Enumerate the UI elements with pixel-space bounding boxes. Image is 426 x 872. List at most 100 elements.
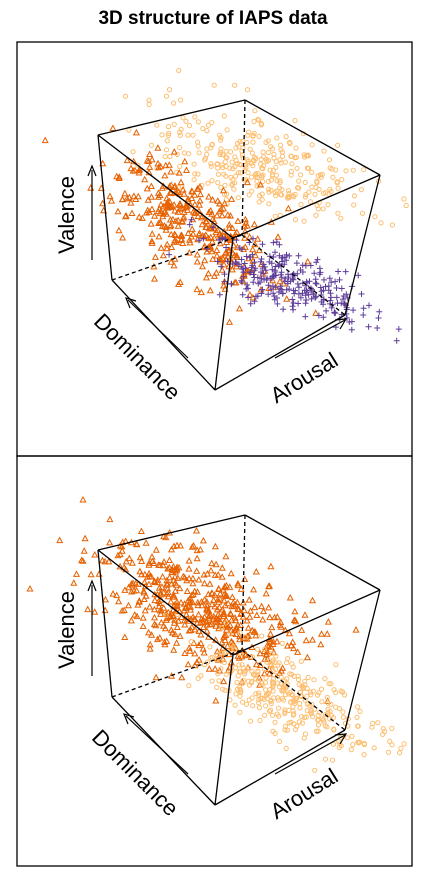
panel-1-point-dark — [220, 227, 228, 235]
panel-2-point-dark — [236, 635, 244, 643]
panel-1-point-dark — [226, 212, 235, 219]
panel-2-point-dark — [109, 590, 117, 597]
panel-1-point-dark — [144, 196, 152, 203]
panel-2-point-light — [325, 710, 331, 716]
panel-1-point-dark — [157, 244, 165, 251]
panel-1-point-purple — [308, 295, 315, 302]
panel-2-point-dark — [195, 656, 203, 663]
panel-2-point-light — [237, 686, 243, 693]
panel-2-point-dark — [193, 554, 201, 562]
panel-2-point-light — [344, 735, 350, 741]
panel-2-point-dark — [215, 585, 223, 592]
panel-2-point-dark — [220, 677, 228, 685]
panel-1-point-light — [322, 190, 329, 196]
panel-2-point-dark — [226, 609, 234, 617]
panel-2-point-light — [216, 678, 222, 684]
panel-1-point-dark — [106, 192, 114, 200]
panel-1-point-dark — [202, 223, 210, 230]
panel-1-point-light — [177, 163, 183, 169]
panel-1-point-light — [292, 191, 298, 198]
panel-2-point-light — [295, 676, 302, 683]
panel-2-point-light — [396, 750, 403, 756]
panel-2-point-dark — [227, 569, 235, 577]
panel-2-point-dark — [174, 574, 182, 581]
panel-2-point-light — [354, 714, 360, 721]
panel-2-point-dark — [233, 598, 241, 606]
panel-1-point-light — [314, 179, 320, 186]
panel-2-point-light — [262, 680, 269, 686]
panel-2-point-dark — [106, 515, 114, 523]
panel-1-point-purple — [276, 241, 283, 248]
panel-2-point-dark — [211, 665, 219, 672]
panel-1-point-light — [292, 118, 298, 124]
panel-2-point-light — [237, 709, 243, 715]
panel-2-point-light — [299, 714, 305, 720]
panel-2-point-dark — [197, 615, 206, 622]
panel-1-point-light — [122, 93, 129, 99]
panel-2-point-light — [275, 705, 282, 711]
panel-1-point-light — [185, 132, 191, 138]
panel-1-point-dark — [274, 233, 282, 240]
panel-2-point-dark — [142, 539, 150, 546]
panel-1-point-dark — [155, 163, 163, 171]
panel-1-point-dark — [209, 255, 217, 262]
panel-2-point-light — [301, 715, 308, 721]
panel-1-point-dark — [189, 208, 197, 215]
panel-2-point-light — [305, 674, 311, 681]
panel-2-point-dark — [101, 595, 110, 603]
panel-1-point-light — [236, 144, 242, 150]
panel-2-point-dark — [289, 638, 297, 645]
panel-1-point-dark — [170, 261, 178, 269]
panel-1-point-dark — [195, 201, 203, 208]
panel-2-point-light — [301, 735, 307, 741]
panel-2-point-dark — [214, 615, 222, 622]
panel-2-point-light — [242, 671, 248, 677]
panel-1-point-dark — [182, 166, 191, 173]
panel-1-point-light — [317, 172, 323, 178]
panel-2-point-dark — [141, 578, 149, 585]
panel-1-point-purple — [275, 289, 282, 295]
panel-1-point-purple — [312, 294, 319, 301]
panel-2-point-dark — [265, 669, 273, 677]
panel-1-point-light — [266, 189, 272, 195]
panel-1-point-dark — [233, 251, 241, 259]
panel-2-point-dark — [145, 628, 153, 636]
panel-1-point-dark — [159, 202, 167, 210]
panel-1-point-purple — [216, 291, 223, 298]
panel-1-point-dark — [214, 197, 222, 204]
panel-2-point-dark — [290, 644, 298, 652]
panel-1-point-purple — [269, 266, 276, 273]
panel-1-point-purple — [302, 300, 309, 307]
panel-1-point-light — [302, 194, 308, 200]
panel-1-point-dark — [184, 195, 192, 202]
panel-2-point-dark — [267, 643, 275, 650]
panel-1-point-purple — [233, 260, 240, 267]
panel-1-point-purple — [251, 274, 258, 281]
panel-2-point-dark — [212, 560, 220, 568]
panel-2-point-dark — [266, 630, 275, 637]
panel-1-point-dark — [178, 231, 186, 238]
panel-2-point-dark — [87, 570, 95, 578]
panel-1-point-purple — [395, 326, 402, 333]
panel-2-point-dark — [252, 631, 260, 639]
panel-1-point-light — [171, 121, 177, 128]
panel-1-point-dark — [115, 226, 123, 234]
panel-2-point-dark — [56, 536, 64, 544]
panel-1-point-dark — [225, 224, 233, 231]
panel-2-point-dark — [237, 609, 245, 616]
panel-2-point-light — [401, 741, 407, 747]
panel-1-point-purple — [309, 286, 315, 293]
panel-1-point-purple — [343, 291, 350, 298]
panel-2-point-dark — [167, 626, 175, 633]
panel-1-point-dark — [146, 150, 154, 157]
panel-1-point-dark — [284, 204, 292, 212]
panel-2-point-light — [186, 683, 192, 689]
panel-1-point-light — [177, 144, 183, 151]
panel-2-point-dark — [252, 567, 260, 575]
panel-1-point-dark — [148, 205, 156, 212]
panel-2-point-light — [259, 633, 265, 639]
panel-2-point-dark — [136, 567, 144, 575]
panel-1-point-dark — [181, 157, 189, 165]
panel-2-point-dark — [140, 587, 148, 594]
panel-2-point-light — [322, 723, 328, 729]
